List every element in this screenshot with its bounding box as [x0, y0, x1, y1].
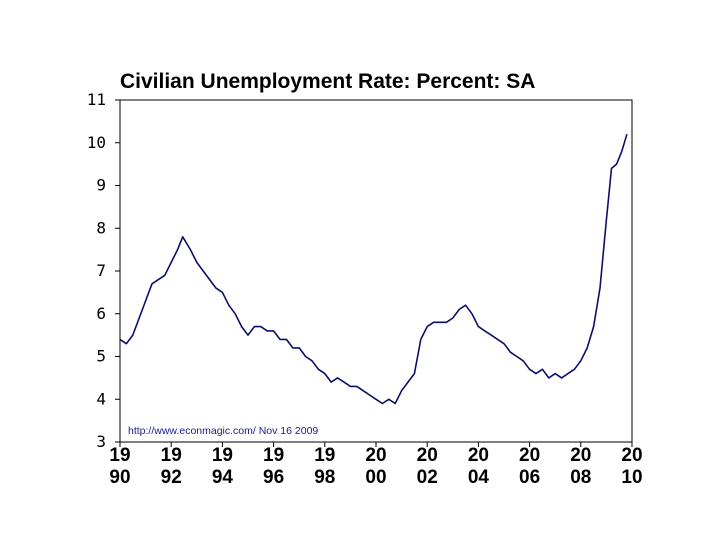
y-tick-label: 7 — [96, 261, 106, 280]
series-line — [119, 133, 628, 405]
y-tick-label: 6 — [96, 304, 106, 323]
y-tick-label: 11 — [87, 90, 106, 109]
x-tick-label-bottom: 94 — [212, 467, 234, 488]
y-tick-label: 9 — [96, 176, 106, 195]
x-tick-label-top: 20 — [417, 445, 438, 466]
x-tick-label-bottom: 92 — [161, 467, 182, 488]
x-tick-label-top: 19 — [161, 445, 182, 466]
y-axis: 3 4 5 6 7 8 9 10 11 — [87, 90, 120, 451]
x-tick-label-bottom: 90 — [109, 467, 130, 488]
x-axis: 1990199219941996199820002002200420062008… — [109, 442, 643, 488]
x-tick-label-top: 20 — [365, 445, 386, 466]
x-tick-label-top: 20 — [519, 445, 540, 466]
x-tick-label-top: 19 — [263, 445, 284, 466]
y-tick-label: 5 — [96, 347, 106, 366]
y-tick-label: 10 — [87, 133, 106, 152]
x-tick-label-bottom: 02 — [417, 467, 438, 488]
source-note: http://www.econmagic.com/ Nov 16 2009 — [128, 425, 318, 437]
x-tick-label-bottom: 96 — [263, 467, 284, 488]
x-tick-label-top: 19 — [109, 445, 130, 466]
x-tick-label-top: 19 — [314, 445, 335, 466]
x-tick-label-top: 20 — [570, 445, 591, 466]
x-tick-label-bottom: 08 — [570, 467, 591, 488]
chart-title: Civilian Unemployment Rate: Percent: SA — [120, 70, 535, 93]
y-tick-label: 4 — [96, 389, 106, 408]
plot-frame — [119, 99, 633, 443]
x-tick-label-top: 20 — [468, 445, 489, 466]
y-tick-label: 8 — [96, 218, 106, 237]
x-tick-label-bottom: 98 — [314, 467, 335, 488]
y-tick-label: 3 — [96, 432, 106, 451]
x-tick-label-bottom: 06 — [519, 467, 540, 488]
x-tick-label-top: 20 — [621, 445, 642, 466]
x-tick-label-bottom: 00 — [365, 467, 386, 488]
x-tick-label-bottom: 04 — [468, 467, 490, 488]
x-tick-label-bottom: 10 — [621, 467, 642, 488]
x-tick-label-top: 19 — [212, 445, 233, 466]
